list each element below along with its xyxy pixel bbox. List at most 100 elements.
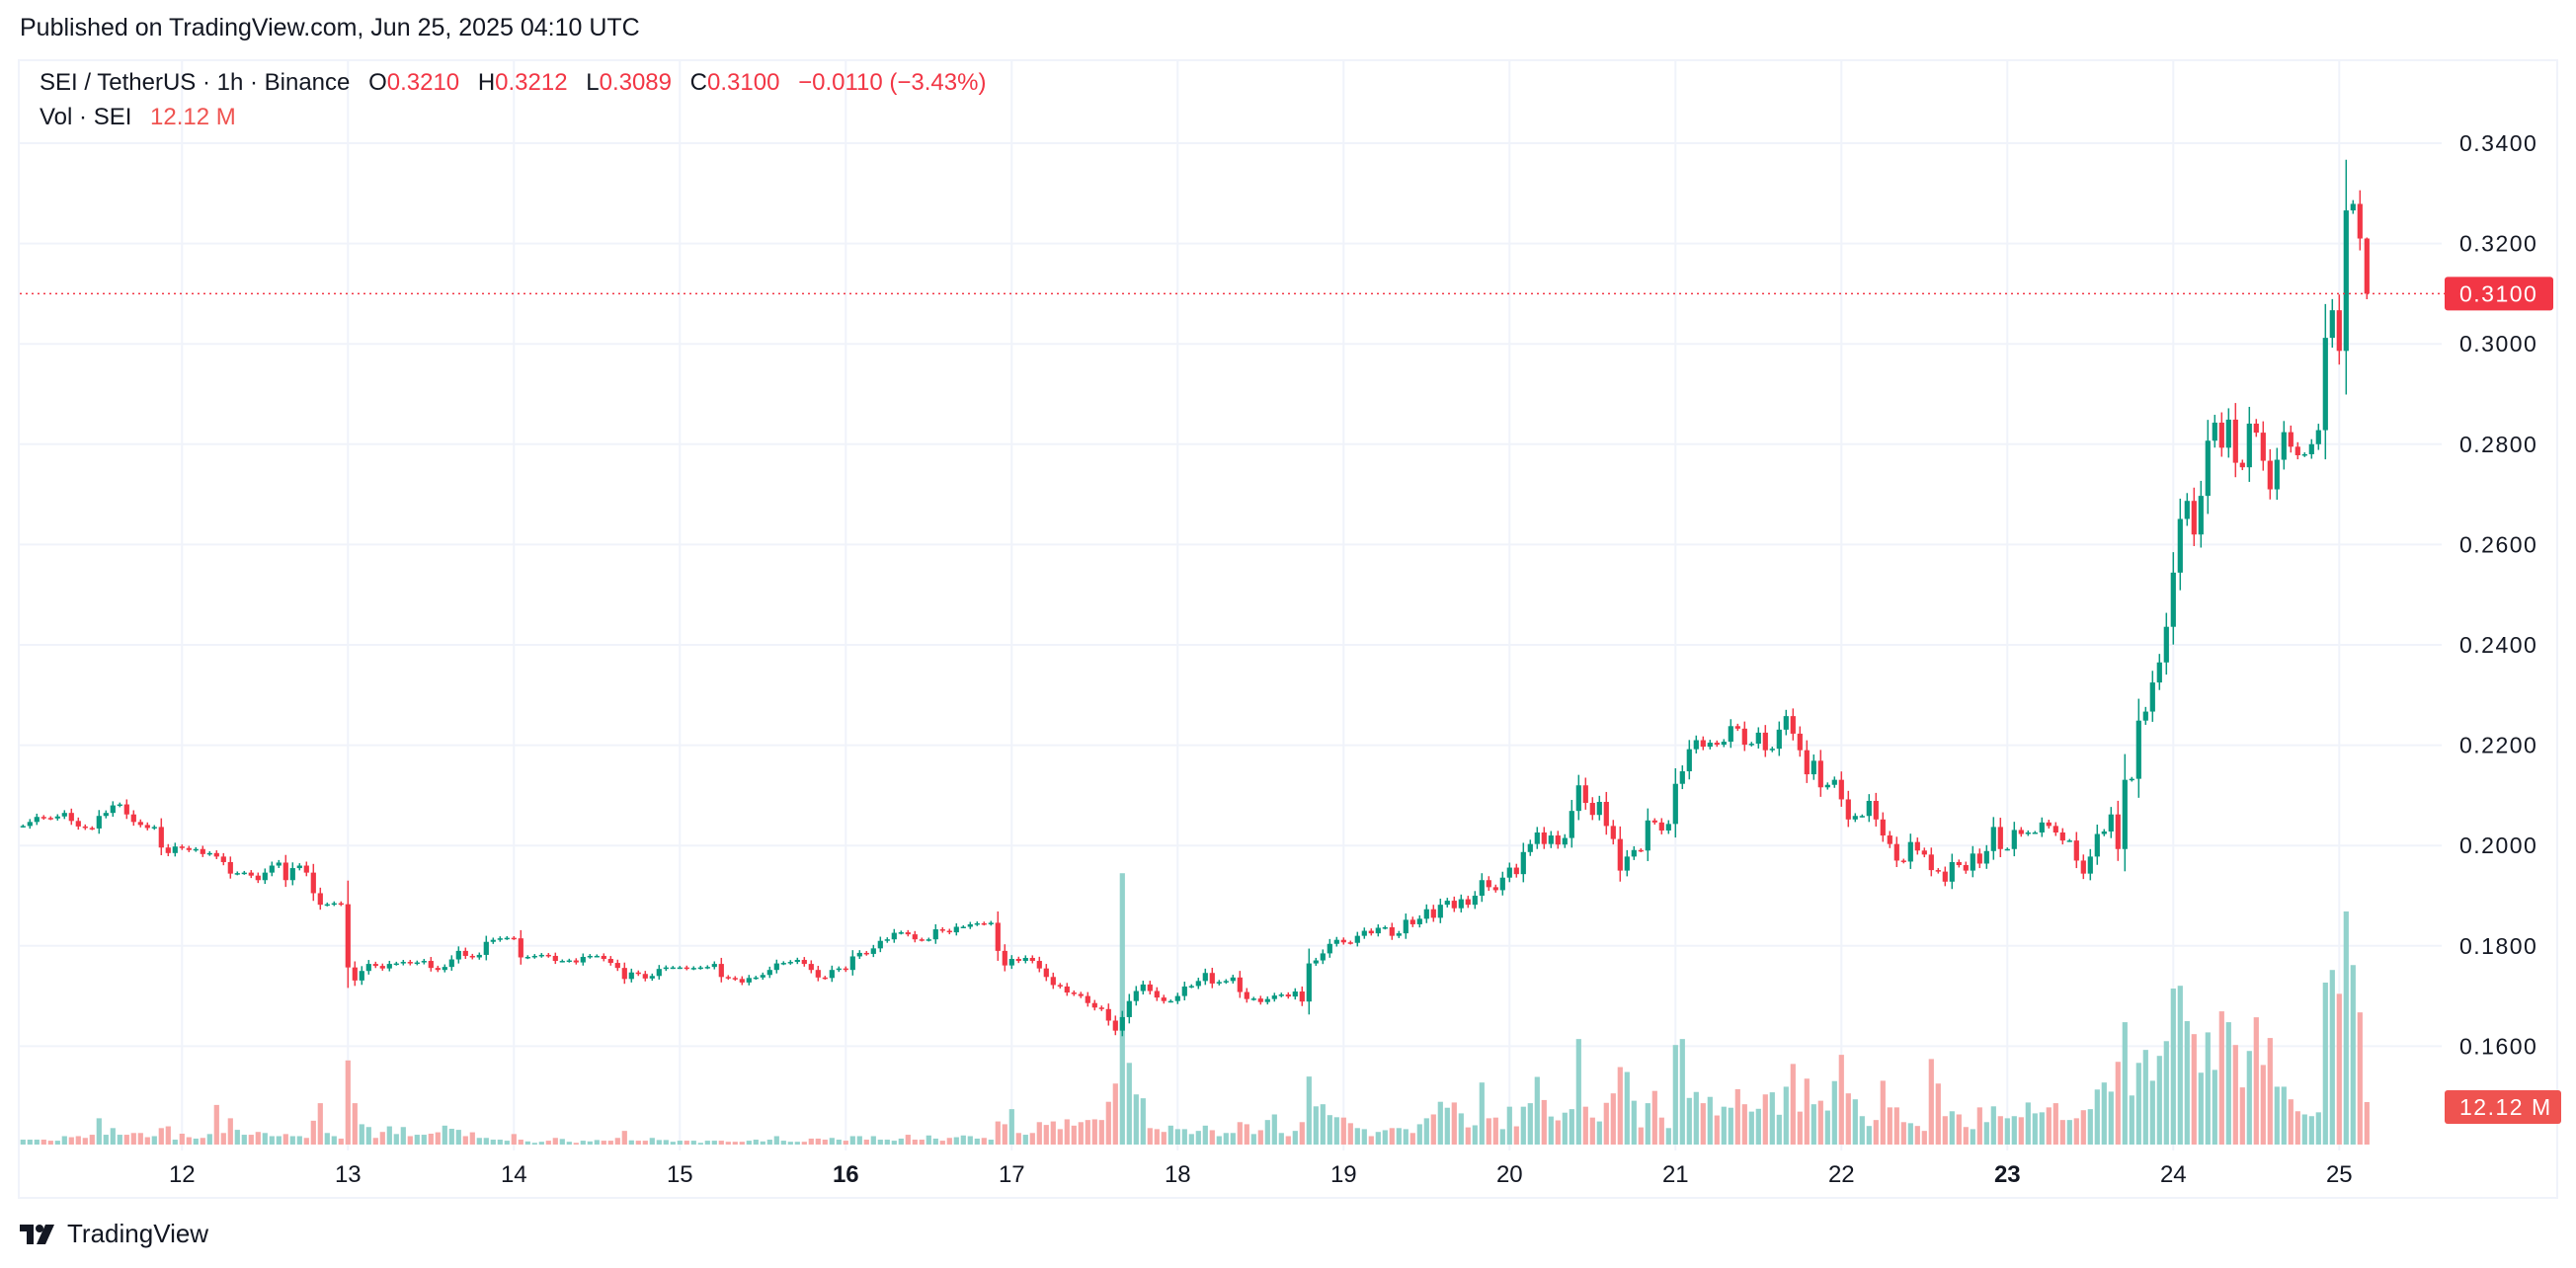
candle-body bbox=[1900, 860, 1906, 862]
chart-frame bbox=[18, 59, 2558, 1199]
volume-bar bbox=[1064, 1119, 1070, 1145]
volume-bar bbox=[1105, 1101, 1111, 1145]
volume-bar bbox=[47, 1141, 53, 1145]
candle-body bbox=[1015, 959, 1021, 962]
time-axis[interactable]: 12 13 14 15 16 17 18 19 20 21 22 23 24 25 bbox=[169, 1161, 2353, 1188]
candle-body bbox=[1769, 749, 1775, 751]
candle-body bbox=[1492, 887, 1498, 891]
candle-body bbox=[1569, 811, 1574, 838]
candle-body bbox=[476, 954, 482, 958]
candle-body bbox=[967, 923, 973, 927]
candle-body bbox=[1202, 973, 1208, 982]
candle-body bbox=[2066, 840, 2072, 842]
volume-bar bbox=[1292, 1131, 1298, 1145]
volume-bar bbox=[594, 1140, 600, 1145]
volume-bar bbox=[89, 1135, 95, 1145]
volume-bar bbox=[469, 1132, 475, 1145]
volume-bar bbox=[2329, 970, 2335, 1145]
volume-bar bbox=[414, 1135, 420, 1145]
candle-body bbox=[2080, 860, 2086, 874]
volume-bar bbox=[2260, 1065, 2266, 1145]
candle-body bbox=[1658, 822, 1664, 831]
volume-bar bbox=[1347, 1123, 1353, 1145]
candle-body bbox=[144, 825, 150, 829]
candle-body bbox=[704, 967, 710, 969]
volume-bar bbox=[1078, 1122, 1084, 1145]
candle-body bbox=[421, 961, 427, 963]
volume-bar bbox=[1852, 1099, 1858, 1145]
candle-body bbox=[255, 875, 261, 881]
candle-body bbox=[1237, 977, 1243, 992]
volume-bar bbox=[40, 1140, 46, 1145]
published-caption: Published on TradingView.com, Jun 25, 20… bbox=[20, 14, 640, 41]
candle-body bbox=[1091, 1002, 1097, 1008]
volume-bar bbox=[1824, 1110, 1830, 1145]
symbol-name[interactable]: SEI / TetherUS · 1h · Binance bbox=[40, 69, 351, 96]
candle-body bbox=[1313, 960, 1319, 964]
volume-bar bbox=[144, 1137, 150, 1145]
volume-bar bbox=[1375, 1132, 1381, 1145]
volume-bar bbox=[1396, 1128, 1402, 1145]
candle-body bbox=[981, 922, 987, 925]
volume-bar bbox=[2274, 1086, 2280, 1145]
volume-bar bbox=[1956, 1114, 1962, 1145]
volume-bar bbox=[1797, 1111, 1803, 1145]
candle-body bbox=[1866, 800, 1872, 817]
symbol-legend[interactable]: SEI / TetherUS · 1h · Binance O0.3210 H0… bbox=[40, 69, 986, 97]
candle-body bbox=[1983, 850, 1989, 864]
volume-bar bbox=[766, 1140, 772, 1145]
volume-bar bbox=[1285, 1136, 1291, 1145]
volume-bar bbox=[68, 1137, 74, 1145]
candle-body bbox=[303, 865, 309, 873]
tradingview-logo[interactable]: TradingView bbox=[20, 1219, 208, 1249]
candle-body bbox=[1893, 843, 1899, 861]
volume-bar bbox=[20, 1140, 26, 1145]
volume-legend[interactable]: Vol · SEI 12.12 M bbox=[40, 104, 236, 131]
volume-bar bbox=[483, 1138, 489, 1145]
candle-body bbox=[877, 940, 883, 949]
candle-body bbox=[884, 939, 890, 941]
candle-body bbox=[946, 930, 952, 933]
volume-bar bbox=[1008, 1109, 1014, 1145]
candle-body bbox=[1154, 991, 1160, 998]
candle-body bbox=[262, 872, 268, 881]
candle-body bbox=[2253, 423, 2259, 434]
candle-body bbox=[1043, 968, 1049, 978]
volume-bar bbox=[946, 1138, 952, 1145]
volume-bar bbox=[1271, 1114, 1277, 1145]
candle-body bbox=[1292, 991, 1298, 997]
candle-body bbox=[1299, 991, 1305, 1002]
volume-bar bbox=[656, 1140, 662, 1145]
candle-body bbox=[1223, 981, 1229, 983]
candle-body bbox=[511, 937, 517, 940]
volume-bar bbox=[1811, 1104, 1816, 1145]
volume-bar bbox=[607, 1141, 613, 1145]
volume-bar bbox=[974, 1138, 980, 1145]
volume-bar bbox=[2170, 989, 2176, 1145]
volume-bar bbox=[732, 1142, 738, 1145]
x-tick-label: 15 bbox=[667, 1161, 693, 1188]
candle-body bbox=[490, 939, 496, 942]
volume-bar bbox=[2191, 1034, 2197, 1145]
candle-body bbox=[1575, 785, 1581, 812]
volume-bar bbox=[1658, 1117, 1664, 1145]
y-tick-label: 0.2800 bbox=[2459, 432, 2537, 457]
y-tick-label: 0.1800 bbox=[2459, 933, 2537, 959]
candle-body bbox=[1278, 994, 1284, 996]
candle-body bbox=[787, 962, 793, 964]
volume-bar bbox=[2343, 911, 2349, 1145]
volume-bar bbox=[926, 1135, 931, 1145]
price-axis[interactable]: 0.3400 0.3200 0.3000 0.2800 0.2600 0.2400 0.22… bbox=[2459, 130, 2537, 1059]
candle-body bbox=[442, 967, 447, 971]
volume-bar bbox=[1790, 1064, 1796, 1145]
volume-bar bbox=[518, 1140, 523, 1145]
candle-body bbox=[2032, 832, 2038, 834]
candle-body bbox=[2122, 779, 2128, 849]
candle-body bbox=[269, 865, 275, 873]
x-tick-label: 19 bbox=[1330, 1161, 1357, 1188]
x-tick-label: 23 bbox=[1994, 1161, 2021, 1188]
candle-body bbox=[912, 934, 918, 940]
volume-bar bbox=[1409, 1133, 1415, 1145]
candle-body bbox=[1651, 820, 1657, 823]
